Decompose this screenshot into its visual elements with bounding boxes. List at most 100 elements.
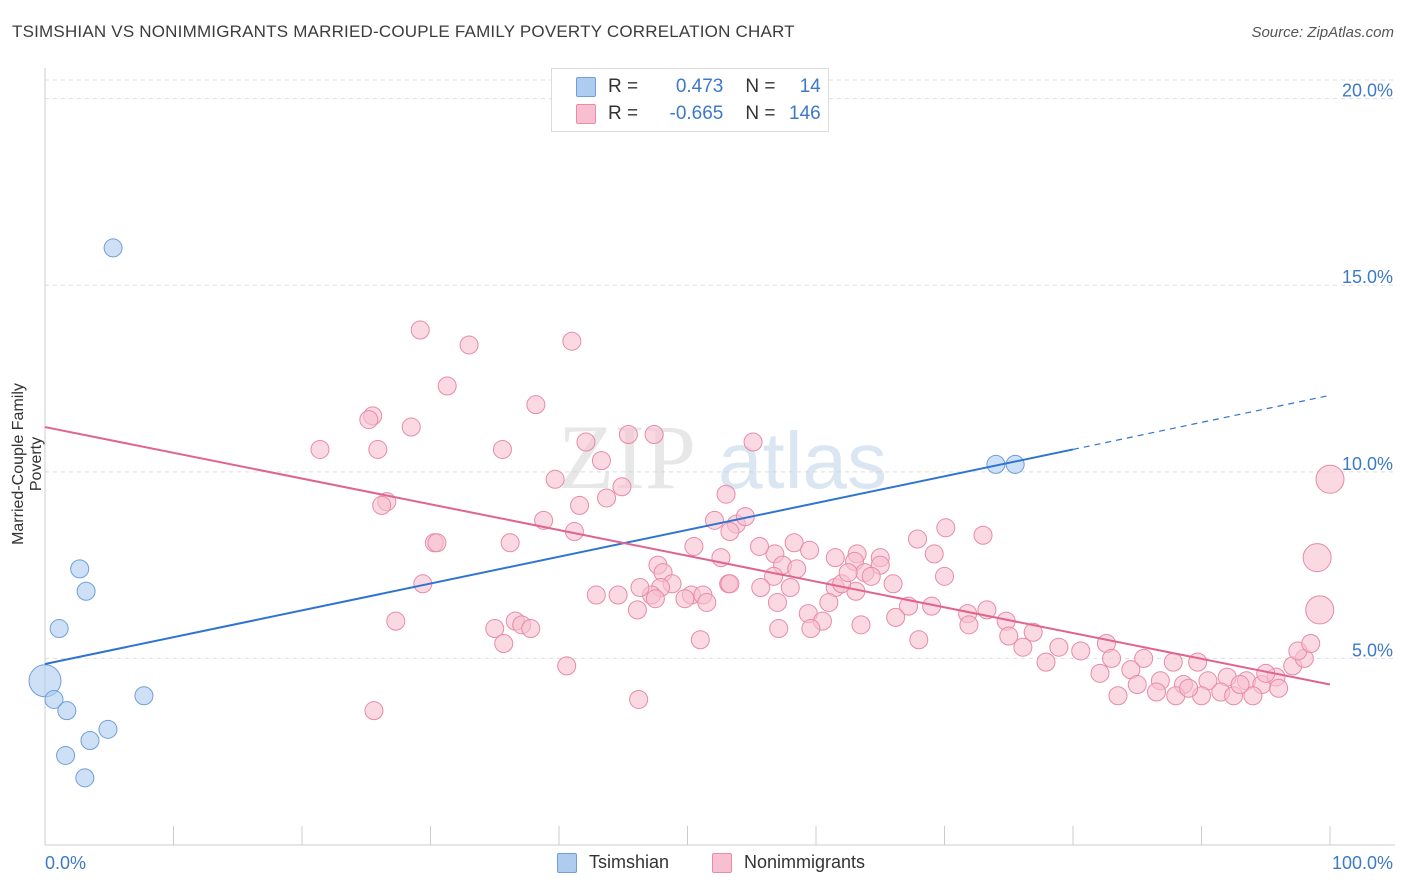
data-point (500, 533, 520, 553)
source-label: Source: ZipAtlas.com (1251, 24, 1394, 41)
data-point (751, 578, 771, 598)
trend-line-nonimmigrants (44, 426, 1331, 686)
data-point (720, 574, 740, 594)
data-point (883, 574, 903, 594)
data-point (364, 701, 384, 721)
data-point (1230, 675, 1250, 695)
data-point (586, 585, 606, 605)
y-tick-label: 20.0% (1342, 81, 1393, 101)
legend-r-value: 0.473 (675, 76, 724, 97)
data-point (999, 626, 1019, 646)
data-point (909, 630, 929, 650)
data-point (492, 439, 512, 459)
data-point (716, 484, 736, 504)
data-point (75, 768, 95, 788)
data-point (720, 522, 740, 542)
series-tsimshian (28, 238, 1025, 788)
data-point (675, 589, 695, 609)
data-point (1315, 464, 1345, 494)
data-point (368, 439, 388, 459)
data-point (1147, 682, 1167, 702)
data-point (1102, 648, 1122, 668)
data-point (704, 510, 724, 530)
data-point (801, 619, 821, 639)
bottom-legend-swatch-nonimmigrants (712, 852, 732, 873)
data-point (936, 518, 956, 538)
data-point (437, 376, 457, 396)
data-point (697, 592, 717, 612)
data-point (44, 689, 64, 709)
data-point (591, 451, 611, 471)
data-point (618, 425, 638, 445)
axes (44, 68, 1395, 846)
data-point (769, 619, 789, 639)
data-point (562, 331, 582, 351)
data-point (494, 633, 514, 653)
data-point (521, 619, 541, 639)
bottom-legend-label: Tsimshian (589, 852, 670, 872)
data-point (76, 581, 96, 601)
data-point (49, 619, 69, 639)
data-point (749, 536, 769, 556)
data-point (644, 425, 664, 445)
data-points (28, 238, 1345, 788)
chart-title: TSIMSHIAN VS NONIMMIGRANTS MARRIED-COUPL… (12, 22, 795, 41)
data-point (690, 630, 710, 650)
trend-line-extension (1072, 394, 1331, 451)
data-point (410, 320, 430, 340)
data-point (630, 578, 650, 598)
data-point (1127, 675, 1147, 695)
data-point (1179, 678, 1199, 698)
data-point (908, 529, 928, 549)
data-point (1023, 622, 1043, 642)
data-point (103, 238, 123, 258)
legend-swatch-nonimmigrants (576, 104, 596, 124)
data-point (1108, 686, 1128, 706)
legend-row-nonimmigrants: R = -0.665 N = 146 (576, 102, 821, 126)
data-point (1036, 652, 1056, 672)
legend-r-label: R = (608, 76, 644, 97)
data-point (1163, 652, 1183, 672)
data-point (80, 731, 100, 751)
data-point (780, 578, 800, 598)
data-point (386, 611, 406, 631)
legend-n-value: 14 (799, 76, 821, 97)
data-point (1302, 543, 1332, 573)
data-point (684, 536, 704, 556)
legend-n-value: 146 (789, 103, 821, 124)
data-point (557, 656, 577, 676)
data-point (427, 533, 447, 553)
legend-n-label: N = (745, 76, 781, 97)
data-point (372, 495, 392, 515)
data-point (56, 745, 76, 765)
legend-r-value: -0.665 (669, 103, 724, 124)
legend-n-label: N = (745, 103, 781, 124)
legend-swatch-tsimshian (576, 77, 596, 97)
data-point (1301, 633, 1321, 653)
legend-row-tsimshian: R = 0.473 N = 14 (576, 75, 821, 99)
data-point (1269, 678, 1289, 698)
legend-box: R = 0.473 N = 14 R = -0.665 N = 146 (551, 68, 829, 132)
grid-lines (45, 79, 1395, 659)
data-point (459, 335, 479, 355)
data-point (401, 417, 421, 437)
data-point (1005, 454, 1025, 474)
data-point (1243, 686, 1263, 706)
data-point (526, 395, 546, 415)
data-point (534, 510, 554, 530)
data-point (886, 607, 906, 627)
bottom-legend-swatch-tsimshian (557, 852, 577, 873)
data-point (98, 719, 118, 739)
data-point (570, 495, 590, 515)
bottom-legend-tsimshian: Tsimshian (557, 852, 669, 873)
bottom-legend-nonimmigrants: Nonimmigrants (712, 852, 865, 873)
data-point (645, 589, 665, 609)
y-tick-label: 10.0% (1342, 454, 1393, 474)
data-point (57, 701, 77, 721)
data-point (608, 585, 628, 605)
data-point (767, 592, 787, 612)
data-point (629, 689, 649, 709)
data-point (134, 686, 154, 706)
watermark-atlas: atlas (718, 416, 887, 505)
